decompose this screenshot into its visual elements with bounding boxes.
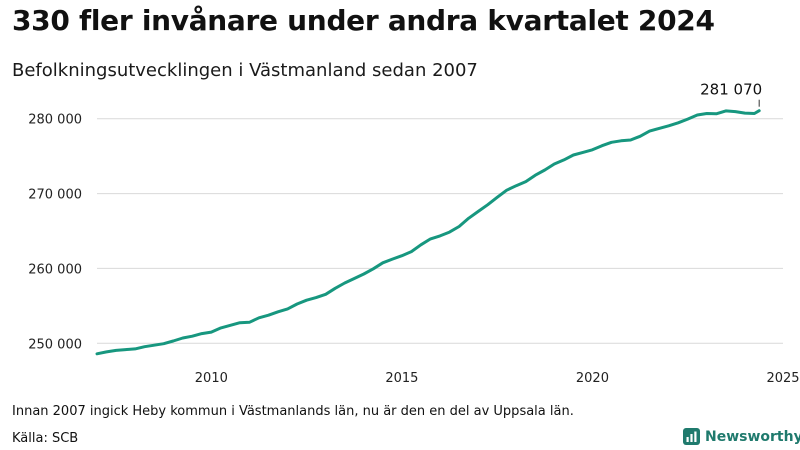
x-tick-label: 2010: [195, 371, 228, 386]
x-axis-ticks: 2010 2015 2020 2025: [195, 371, 800, 386]
x-tick-label: 2015: [385, 371, 418, 386]
chart-subtitle: Befolkningsutvecklingen i Västmanland se…: [12, 60, 478, 81]
chart-title: 330 fler invånare under andra kvartalet …: [12, 4, 715, 37]
x-tick-label: 2025: [766, 371, 799, 386]
series-line: [95, 109, 761, 356]
y-tick-label: 260 000: [28, 262, 82, 277]
source-credit: Källa: SCB: [12, 431, 79, 446]
x-tick-label: 2020: [576, 371, 609, 386]
footnote: Innan 2007 ingick Heby kommun i Västmanl…: [12, 404, 574, 419]
y-tick-label: 250 000: [28, 337, 82, 352]
annotation-layer: 281 070: [700, 81, 762, 107]
y-tick-label: 280 000: [28, 113, 82, 128]
brand-name: Newsworthy: [705, 428, 800, 445]
newsworthy-logo-icon: [683, 428, 700, 445]
newsworthy-brand[interactable]: Newsworthy: [683, 428, 800, 445]
gridlines: [97, 118, 783, 344]
annotation-label: 281 070: [700, 81, 762, 99]
series-layer: [95, 109, 761, 356]
y-tick-label: 270 000: [28, 188, 82, 203]
y-axis-ticks: 250 000 260 000 270 000 280 000: [28, 113, 82, 353]
